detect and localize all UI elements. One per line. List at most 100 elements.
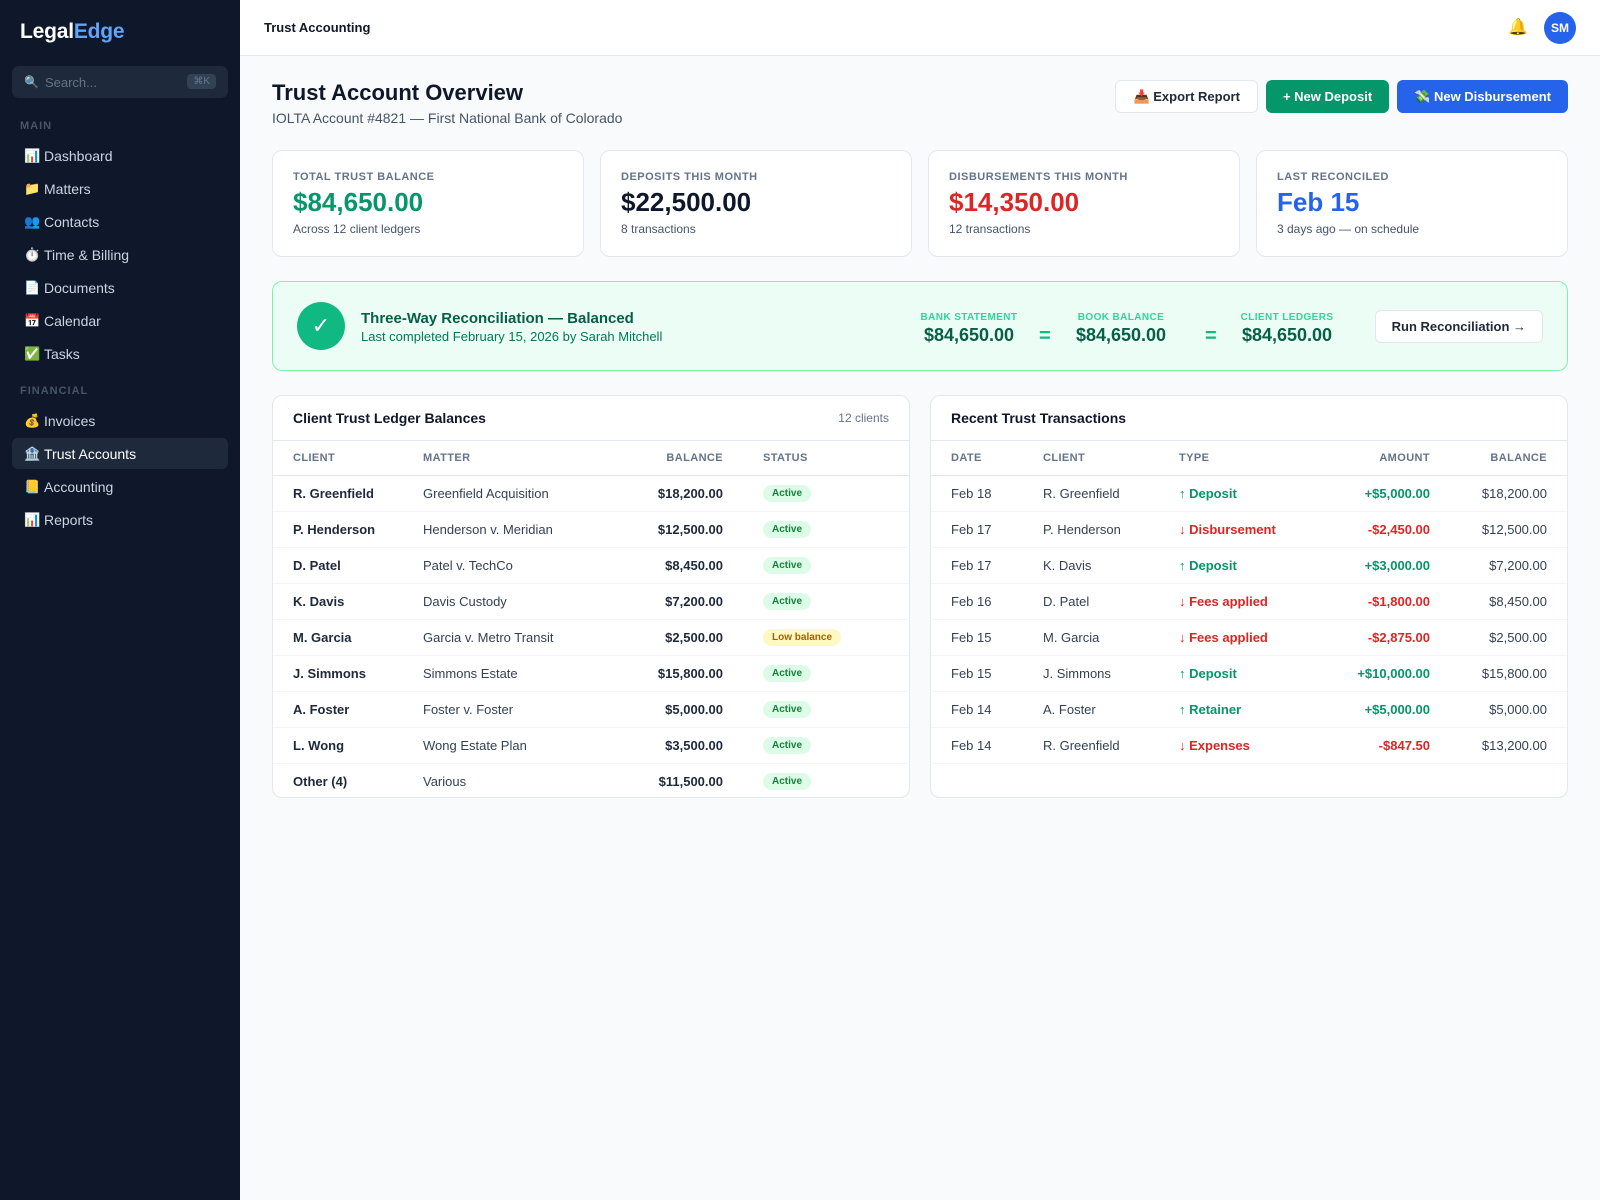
notification-bell-icon[interactable]: 🔔	[1508, 19, 1528, 36]
matters-icon: 📁	[24, 180, 41, 196]
client-name: J. Simmons	[273, 655, 423, 692]
balance-value: $12,500.00	[623, 511, 723, 548]
column-header-client[interactable]: CLIENT	[273, 441, 423, 476]
client-name: Other (4)	[273, 763, 423, 797]
matter-name: Foster v. Foster	[423, 691, 623, 728]
status-cell: Low balance	[723, 619, 909, 656]
topbar: Trust Accounting 🔔 SM	[240, 0, 1600, 56]
transaction-amount: -$847.50	[1309, 727, 1430, 764]
page-title: Trust Account Overview	[272, 80, 524, 105]
sidebar-item-trust-accounts[interactable]: 🏦 Trust Accounts	[12, 438, 228, 469]
app-logo[interactable]: LegalEdge	[20, 20, 125, 43]
balance-value: $7,200.00	[623, 583, 723, 620]
sidebar-item-invoices[interactable]: 💰 Invoices	[12, 405, 228, 436]
nav-section-financial: FINANCIAL	[20, 385, 89, 397]
sidebar-item-contacts[interactable]: 👥 Contacts	[12, 206, 228, 237]
column-header-client[interactable]: CLIENT	[1043, 441, 1179, 476]
book-balance-label: BOOK BALANCE	[1077, 312, 1165, 323]
search-placeholder: Search...	[44, 74, 97, 90]
column-header-date[interactable]: DATE	[931, 441, 1043, 476]
stat-value: $14,350.00	[949, 187, 1080, 217]
trust-accounts-icon: 🏦	[24, 445, 41, 461]
balance-value: $5,000.00	[623, 691, 723, 728]
table-row[interactable]: Feb 17 K. Davis ↑ Deposit +$3,000.00 $7,200.…	[931, 547, 1567, 584]
transaction-date: Feb 18	[931, 475, 1043, 512]
ledger-table: CLIENT MATTER BALANCE STATUS R. Greenfie…	[273, 441, 909, 797]
documents-icon: 📄	[24, 279, 41, 295]
sidebar-item-label: Matters	[44, 180, 91, 197]
column-header-balance[interactable]: BALANCE	[1430, 441, 1567, 476]
run-reconciliation-button[interactable]: Run Reconciliation →	[1374, 310, 1543, 343]
search-shortcut: ⌘K	[187, 74, 216, 89]
status-badge: Active	[763, 773, 812, 790]
check-icon: ✓	[297, 302, 345, 350]
search-input[interactable]: 🔍 Search... ⌘K	[12, 66, 228, 98]
book-balance-metric: BOOK BALANCE $84,650.00	[1061, 312, 1181, 346]
sidebar-item-label: Accounting	[44, 478, 114, 495]
client-ledgers-value: $84,650.00	[1241, 325, 1333, 345]
table-row[interactable]: Feb 14 A. Foster ↑ Retainer +$5,000.00 $5,00…	[931, 691, 1567, 728]
transaction-type: ↓ Fees applied	[1179, 619, 1309, 656]
status-badge: Low balance	[763, 629, 842, 646]
table-row[interactable]: M. Garcia Garcia v. Metro Transit $2,500.0…	[273, 619, 909, 656]
sidebar-item-accounting[interactable]: 📒 Accounting	[12, 471, 228, 502]
transaction-amount: +$3,000.00	[1309, 547, 1430, 584]
table-row[interactable]: D. Patel Patel v. TechCo $8,450.00 Active	[273, 547, 909, 584]
sidebar-item-documents[interactable]: 📄 Documents	[12, 272, 228, 303]
table-row[interactable]: P. Henderson Henderson v. Meridian $12,500…	[273, 511, 909, 548]
export-report-button[interactable]: 📥 Export Report	[1115, 80, 1258, 113]
page-header: Trust Account Overview IOLTA Account #48…	[272, 56, 1568, 150]
table-row[interactable]: J. Simmons Simmons Estate $15,800.00 Active	[273, 655, 909, 692]
client-name: K. Davis	[1043, 547, 1179, 584]
column-header-matter[interactable]: MATTER	[423, 441, 623, 476]
sidebar-item-matters[interactable]: 📁 Matters	[12, 173, 228, 204]
status-badge: Active	[763, 521, 812, 538]
book-balance-value: $84,650.00	[1075, 325, 1167, 345]
bank-statement-metric: BANK STATEMENT $84,650.00	[909, 312, 1029, 346]
sidebar-item-time-billing[interactable]: ⏱️ Time & Billing	[12, 239, 228, 270]
new-deposit-button[interactable]: + New Deposit	[1265, 80, 1390, 113]
table-row[interactable]: R. Greenfield Greenfield Acquisition $18,2…	[273, 475, 909, 512]
sidebar-item-calendar[interactable]: 📅 Calendar	[12, 305, 228, 336]
sidebar-item-tasks[interactable]: ✅ Tasks	[12, 338, 228, 369]
table-row[interactable]: Other (4) Various $11,500.00 Active	[273, 763, 909, 797]
table-row[interactable]: Feb 17 P. Henderson ↓ Disbursement -$2,450.…	[931, 511, 1567, 548]
sidebar: LegalEdge 🔍 Search... ⌘K MAIN 📊 Dashboard…	[0, 0, 240, 1200]
table-row[interactable]: Feb 14 R. Greenfield ↓ Expenses -$847.50 $13…	[931, 727, 1567, 764]
stat-value: Feb 15	[1277, 187, 1360, 217]
table-row[interactable]: Feb 16 D. Patel ↓ Fees applied -$1,800.00 $8…	[931, 583, 1567, 620]
client-name: J. Simmons	[1043, 655, 1179, 692]
sidebar-item-reports[interactable]: 📊 Reports	[12, 504, 228, 535]
client-name: R. Greenfield	[273, 475, 423, 512]
table-row[interactable]: K. Davis Davis Custody $7,200.00 Active	[273, 583, 909, 620]
table-row[interactable]: L. Wong Wong Estate Plan $3,500.00 Active	[273, 727, 909, 764]
sidebar-item-label: Dashboard	[44, 147, 113, 164]
transaction-type: ↓ Expenses	[1179, 727, 1309, 764]
column-header-balance[interactable]: BALANCE	[623, 441, 723, 476]
sidebar-item-label: Reports	[44, 511, 94, 528]
user-avatar[interactable]: SM	[1544, 12, 1576, 44]
balance-value: $8,450.00	[623, 547, 723, 584]
transactions-panel-title: Recent Trust Transactions	[951, 410, 1127, 426]
table-row[interactable]: Feb 15 M. Garcia ↓ Fees applied -$2,875.00 $…	[931, 619, 1567, 656]
running-balance: $13,200.00	[1430, 727, 1567, 764]
column-header-type[interactable]: TYPE	[1179, 441, 1309, 476]
table-row[interactable]: Feb 18 R. Greenfield ↑ Deposit +$5,000.00 $1…	[931, 475, 1567, 512]
reconciliation-banner: ✓ Three-Way Reconciliation — Balanced La…	[272, 281, 1568, 371]
table-row[interactable]: A. Foster Foster v. Foster $5,000.00 Active	[273, 691, 909, 728]
transaction-type: ↓ Disbursement	[1179, 511, 1309, 548]
column-header-status[interactable]: STATUS	[723, 441, 909, 476]
status-badge: Active	[763, 737, 812, 754]
running-balance: $15,800.00	[1430, 655, 1567, 692]
ledger-panel-header: Client Trust Ledger Balances 12 clients	[273, 396, 909, 441]
transactions-panel-header: Recent Trust Transactions	[931, 396, 1567, 441]
matter-name: Wong Estate Plan	[423, 727, 623, 764]
reports-icon: 📊	[24, 511, 41, 527]
new-disbursement-button[interactable]: 💸 New Disbursement	[1397, 80, 1568, 113]
sidebar-item-dashboard[interactable]: 📊 Dashboard	[12, 140, 228, 171]
calendar-icon: 📅	[24, 312, 41, 328]
transaction-type: ↑ Deposit	[1179, 655, 1309, 692]
table-row[interactable]: Feb 15 J. Simmons ↑ Deposit +$10,000.00 $15,…	[931, 655, 1567, 692]
column-header-amount[interactable]: AMOUNT	[1309, 441, 1430, 476]
sidebar-item-label: Tasks	[44, 345, 80, 362]
